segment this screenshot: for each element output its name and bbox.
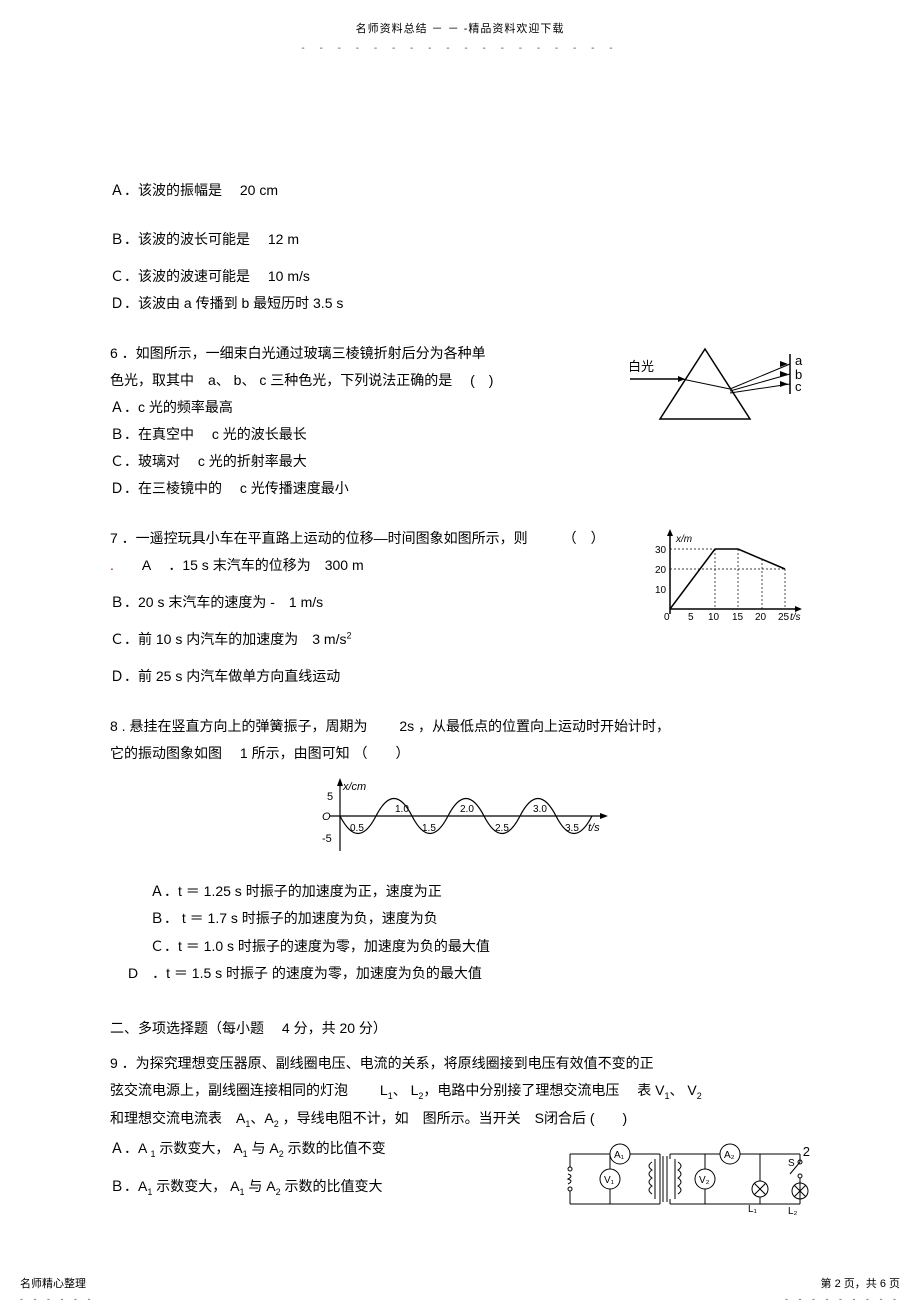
svg-text:30: 30 [655,545,667,556]
svg-text:A₁: A₁ [614,1150,625,1161]
q9-stem3: 和理想交流电流表 A1、A2 ，导线电阻不计，如 图所示。当开关 S闭合后 ( … [110,1106,810,1132]
q7-optC: Ｃ．前 10 s 内汽车的加速度为 3 m/s2 [110,627,630,652]
svg-text:x/m: x/m [675,534,692,545]
svg-text:x/cm: x/cm [342,781,366,793]
q8-stem2: 它的振动图象如图 1 所示，由图可知 （ ） [110,741,810,766]
q8-block: 8 . 悬挂在竖直方向上的弹簧振子，周期为 2s ，从最低点的位置向上运动时开始… [110,714,810,986]
svg-text:3.5: 3.5 [565,823,579,834]
q6-prism-figure: 白光 a b c [630,339,810,447]
svg-text:-5: -5 [322,833,332,845]
q8-optB: Ｂ． t ＝ 1.7 s 时振子的加速度为负，速度为负 [150,906,810,931]
svg-text:L₂: L₂ [788,1206,798,1217]
svg-text:O: O [322,811,331,823]
q6-optD: Ｄ．在三棱镜中的 c 光传播速度最小 [110,476,610,501]
svg-text:0: 0 [664,612,670,623]
svg-text:t/s: t/s [588,822,600,834]
q7-optD: Ｄ．前 25 s 内汽车做单方向直线运动 [110,664,630,689]
svg-text:20: 20 [655,565,667,576]
svg-text:1.0: 1.0 [395,804,409,815]
svg-text:c: c [795,379,802,394]
q5-optA: Ａ．该波的振幅是 20 cm [110,178,810,203]
q6-optA: Ａ．c 光的频率最高 [110,395,610,420]
svg-text:V₁: V₁ [604,1175,615,1186]
page-content: Ａ．该波的振幅是 20 cm Ｂ．该波的波长可能是 12 m Ｃ．该波的波速可能… [110,178,810,1233]
svg-text:S: S [788,1158,795,1169]
q5-optB: Ｂ．该波的波长可能是 12 m [110,227,810,252]
q6-optB: Ｂ．在真空中 c 光的波长最长 [110,422,610,447]
q7-stem: 7 ．一遥控玩具小车在平直路上运动的位移—时间图象如图所示，则 （ ） [110,526,630,551]
q8-optC: Ｃ．t ＝ 1.0 s 时振子的速度为零，加速度为负的最大值 [150,934,810,959]
footer-dashes-left: - - - - - - [20,1291,95,1307]
q5-optD: Ｄ．该波由 a 传播到 b 最短历时 3.5 s [110,291,810,316]
section2-title: 二、多项选择题（每小题 4 分，共 20 分） [110,1016,810,1041]
q8-stem1: 8 . 悬挂在竖直方向上的弹簧振子，周期为 2s ，从最低点的位置向上运动时开始… [110,714,810,739]
svg-text:0.5: 0.5 [350,823,364,834]
q5-optC: Ｃ．该波的波速可能是 10 m/s [110,264,810,289]
svg-text:5: 5 [327,791,333,803]
header-dashes: - - - - - - - - - - - - - - - - - - [110,40,810,58]
svg-text:15: 15 [732,612,744,623]
svg-text:L₁: L₁ [748,1204,758,1215]
q9-circuit: A₁ V₁ [560,1134,810,1232]
q6-stem2: 色光，取其中 a、 b、 c 三种色光，下列说法正确的是 ( ) [110,368,610,393]
svg-text:5: 5 [688,612,694,623]
q9-optB: Ｂ．A1 示数变大， A1 与 A2 示数的比值变大 [110,1174,540,1200]
q6-optC: Ｃ．玻璃对 c 光的折射率最大 [110,449,610,474]
q8-optD: D ．t ＝ 1.5 s 时振子 的速度为零，加速度为负的最大值 [128,961,810,986]
q7-optB: Ｂ．20 s 末汽车的速度为 - 1 m/s [110,590,630,615]
svg-text:20: 20 [755,612,767,623]
svg-text:25: 25 [778,612,790,623]
svg-text:A₂: A₂ [724,1150,735,1161]
q8-graph: x/cm t/s O 5 -5 0.5 1.0 1.5 2.0 2.5 3.0 … [110,776,810,869]
svg-text:V₂: V₂ [699,1175,710,1186]
q9-stem2: 弦交流电源上，副线圈连接相同的灯泡 L1、 L2，电路中分别接了理想交流电压 表… [110,1078,810,1104]
header-title: 名师资料总结 － － -精品资料欢迎下载 [110,20,810,40]
q6-stem1: 6 ．如图所示，一细束白光通过玻璃三棱镜折射后分为各种单 [110,341,610,366]
q7-optA: A ．15 s 末汽车的位移为 300 m [114,557,364,573]
svg-text:1.5: 1.5 [422,823,436,834]
svg-text:t/s: t/s [790,612,801,623]
svg-text:10: 10 [655,585,667,596]
footer-dashes-right: - - - - - - - - - [785,1291,900,1307]
svg-text:a: a [795,353,803,368]
q7-graph: x/m t/s 0 5 10 15 20 25 10 20 30 [650,524,810,632]
q9-block: 9 ．为探究理想变压器原、副线圈电压、电流的关系，将原线圈接到电压有效值不变的正… [110,1051,810,1232]
svg-text:2.5: 2.5 [495,823,509,834]
svg-text:3.0: 3.0 [533,804,547,815]
q7-block: 7 ．一遥控玩具小车在平直路上运动的位移—时间图象如图所示，则 （ ） . A … [110,524,810,692]
q6-block: 6 ．如图所示，一细束白光通过玻璃三棱镜折射后分为各种单 色光，取其中 a、 b… [110,339,810,504]
svg-text:白光: 白光 [630,359,654,374]
q8-optA: Ａ．t ＝ 1.25 s 时振子的加速度为正，速度为正 [150,879,810,904]
svg-text:2.0: 2.0 [460,804,474,815]
q9-optA: Ａ．A 1 示数变大， A1 与 A2 示数的比值不变 [110,1136,540,1162]
q9-stem1: 9 ．为探究理想变压器原、副线圈电压、电流的关系，将原线圈接到电压有效值不变的正 [110,1051,810,1076]
page-number: 2 [803,1140,810,1163]
svg-text:10: 10 [708,612,720,623]
